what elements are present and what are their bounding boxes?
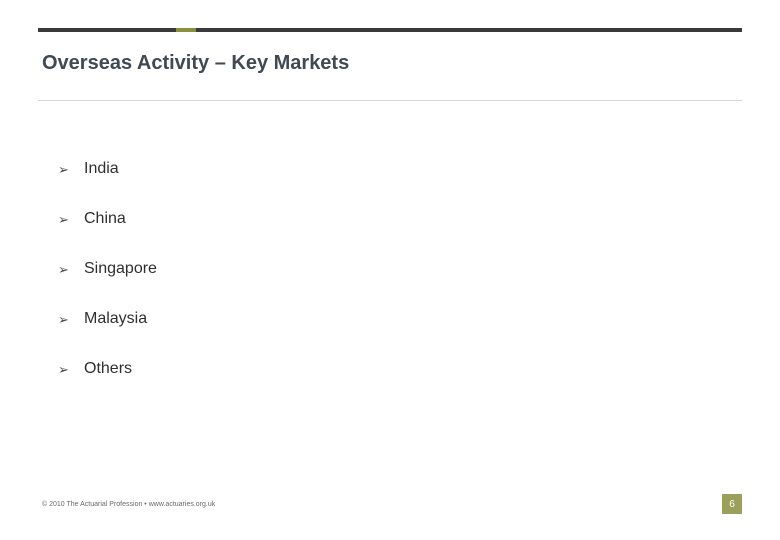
list-item-label: Others (84, 360, 132, 378)
list-item: ➢ Malaysia (58, 310, 722, 328)
page-number-value: 6 (729, 499, 735, 510)
bullet-list: ➢ India ➢ China ➢ Singapore ➢ Malaysia ➢… (58, 160, 722, 410)
list-item: ➢ Singapore (58, 260, 722, 278)
chevron-bullet-icon: ➢ (58, 263, 72, 276)
title-underline (38, 100, 742, 101)
chevron-bullet-icon: ➢ (58, 363, 72, 376)
list-item: ➢ Others (58, 360, 722, 378)
list-item-label: India (84, 160, 119, 178)
chevron-bullet-icon: ➢ (58, 163, 72, 176)
chevron-bullet-icon: ➢ (58, 313, 72, 326)
footer-copyright: © 2010 The Actuarial Profession • www.ac… (42, 501, 215, 508)
page-number-badge: 6 (722, 494, 742, 514)
list-item-label: Singapore (84, 260, 157, 278)
list-item: ➢ India (58, 160, 722, 178)
list-item: ➢ China (58, 210, 722, 228)
top-accent-bar (38, 28, 742, 32)
slide-title: Overseas Activity – Key Markets (42, 52, 349, 75)
list-item-label: China (84, 210, 126, 228)
list-item-label: Malaysia (84, 310, 147, 328)
chevron-bullet-icon: ➢ (58, 213, 72, 226)
